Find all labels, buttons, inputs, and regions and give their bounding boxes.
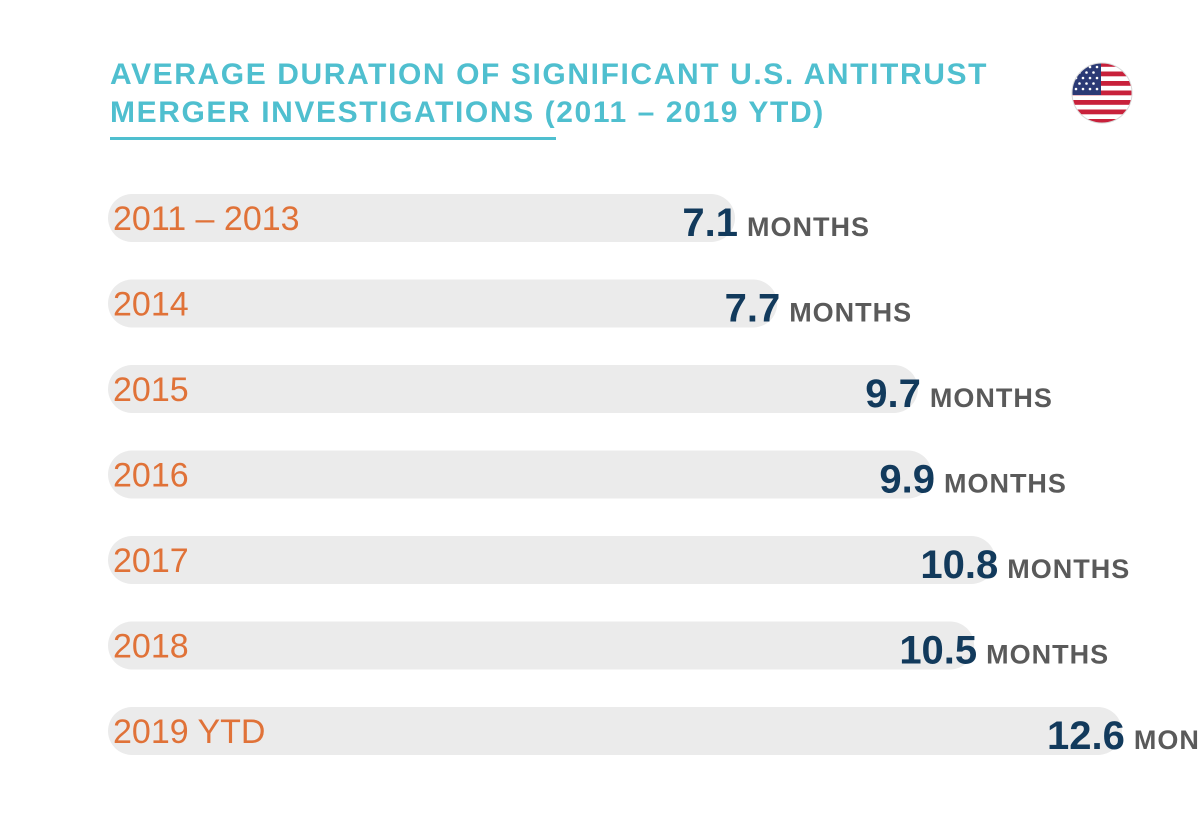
chart-title-line-1: AVERAGE DURATION OF SIGNIFICANT U.S. ANT… [110, 58, 989, 91]
value-label: 12.6 [1047, 714, 1125, 758]
unit-label: MONTHS [930, 383, 1053, 413]
bar [108, 279, 778, 328]
unit-label: MONTHS [944, 469, 1067, 499]
category-label: 2019 YTD [113, 713, 265, 751]
category-label: 2015 [113, 371, 189, 409]
value-label: 10.5 [899, 629, 977, 673]
value-label: 9.7 [865, 372, 921, 416]
us-flag-icon [1071, 62, 1133, 124]
bar [108, 621, 975, 670]
unit-label: MONTHS [747, 212, 870, 242]
unit-label: MONTHS [1007, 554, 1130, 584]
value-label: 10.8 [920, 543, 998, 587]
unit-label: MONTHS [1134, 725, 1200, 755]
bar [108, 194, 735, 242]
value-label: 9.9 [879, 458, 935, 502]
bar [108, 365, 918, 413]
category-label: 2017 [113, 542, 189, 580]
value-label: 7.7 [725, 287, 781, 331]
chart-title: AVERAGE DURATION OF SIGNIFICANT U.S. ANT… [110, 56, 1040, 132]
category-label: 2011 – 2013 [113, 200, 300, 238]
value-label: 7.1 [682, 201, 738, 245]
bar [108, 707, 1122, 755]
bar [108, 536, 996, 584]
chart-title-line-2: MERGER INVESTIGATIONS (2011 – 2019 YTD) [110, 96, 825, 129]
bar [108, 450, 932, 499]
unit-label: MONTHS [986, 640, 1109, 670]
title-underline [110, 137, 556, 140]
unit-label: MONTHS [789, 298, 912, 328]
category-label: 2018 [113, 628, 189, 666]
category-label: 2014 [113, 286, 189, 324]
category-label: 2016 [113, 457, 189, 495]
